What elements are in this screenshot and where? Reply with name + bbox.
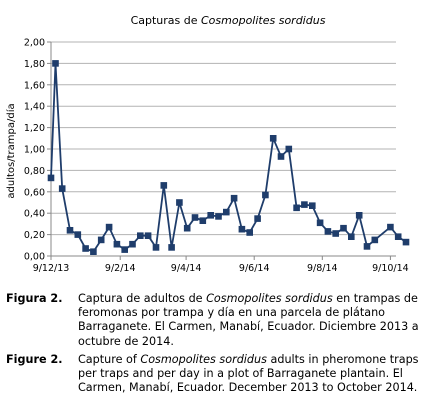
x-axis-ticks: 9/12/13 9/2/14 9/4/14 9/6/14 9/8/14 9/10/14 <box>33 256 409 274</box>
data-point <box>52 60 59 67</box>
data-point <box>254 215 261 222</box>
y-tick-label: 1,20 <box>24 123 45 134</box>
data-point <box>160 182 168 189</box>
data-point <box>262 191 269 199</box>
y-tick-label: 1,80 <box>24 59 45 70</box>
y-tick-label: 0,40 <box>24 209 45 220</box>
data-point <box>121 246 128 253</box>
x-tick-label: 9/2/14 <box>105 263 136 274</box>
data-point <box>58 185 66 192</box>
data-point <box>301 201 308 208</box>
caption-text: Captura de adultos de Cosmopolites sordi… <box>78 292 419 348</box>
data-point <box>144 232 152 239</box>
x-tick-label: 9/12/13 <box>33 263 70 274</box>
grid <box>51 41 396 257</box>
data-point <box>332 230 339 237</box>
caption-english: Figure 2. Capture of Cosmopolites sordid… <box>6 353 426 396</box>
data-point <box>199 217 207 224</box>
y-tick-label: 2,00 <box>24 38 45 49</box>
y-tick-label: 1,00 <box>24 145 45 156</box>
y-tick-label: 0,80 <box>24 166 45 177</box>
series-path <box>50 63 407 253</box>
data-point <box>223 208 230 216</box>
data-point <box>113 240 121 248</box>
data-point <box>363 243 371 250</box>
data-point <box>324 228 332 235</box>
data-point <box>246 229 253 236</box>
data-point <box>340 224 347 232</box>
data-point <box>371 236 379 244</box>
data-point <box>402 238 410 246</box>
data-point <box>293 204 300 212</box>
y-tick-label: 0,20 <box>24 230 45 241</box>
data-point <box>90 248 97 255</box>
data-point <box>176 199 183 206</box>
y-tick-label: 0,00 <box>24 252 45 263</box>
y-tick-label: 1,40 <box>24 102 45 113</box>
y-tick-label: 0,60 <box>24 187 45 198</box>
data-point <box>215 213 222 220</box>
data-point <box>137 232 144 239</box>
data-point <box>230 194 238 202</box>
data-point <box>316 219 324 227</box>
data-point <box>348 233 355 240</box>
data-point <box>394 233 402 240</box>
data-point <box>387 223 394 231</box>
data-point <box>82 245 89 252</box>
data-point <box>97 236 105 244</box>
data-point <box>309 202 316 209</box>
y-axis-ticks: 0,00 0,20 0,40 0,60 0,80 1,00 1,20 1,40 1,60 1,80… <box>24 38 51 263</box>
data-point <box>105 223 113 231</box>
chart-title: Capturas de Cosmopolites sordidus <box>131 14 326 27</box>
data-point <box>47 174 55 182</box>
series-line <box>47 60 410 255</box>
captions: Figura 2. Captura de adultos de Cosmopol… <box>6 292 426 399</box>
data-point <box>66 227 74 234</box>
data-point <box>355 212 363 219</box>
data-point <box>285 145 293 153</box>
caption-label: Figura 2. <box>6 292 63 305</box>
x-tick-label: 9/4/14 <box>171 263 202 274</box>
x-tick-label: 9/6/14 <box>239 263 270 274</box>
caption-spanish: Figura 2. Captura de adultos de Cosmopol… <box>6 292 426 349</box>
x-tick-label: 9/8/14 <box>307 263 338 274</box>
data-point <box>269 135 277 142</box>
caption-text: Capture of Cosmopolites sordidus adults … <box>78 352 419 395</box>
data-point <box>129 240 136 248</box>
data-point <box>207 212 214 219</box>
data-point <box>277 153 285 160</box>
data-point <box>191 214 199 221</box>
x-tick-label: 9/10/14 <box>372 263 409 274</box>
data-point <box>74 231 82 238</box>
data-point <box>183 224 191 232</box>
caption-label: Figure 2. <box>6 352 63 366</box>
data-point <box>238 225 246 233</box>
data-point <box>168 244 175 251</box>
y-tick-label: 1,60 <box>24 80 45 91</box>
chart: Capturas de Cosmopolites sordidus 0,000,… <box>5 14 410 274</box>
data-point <box>152 244 160 251</box>
y-axis-label: adultos/trampa/día <box>5 103 17 198</box>
